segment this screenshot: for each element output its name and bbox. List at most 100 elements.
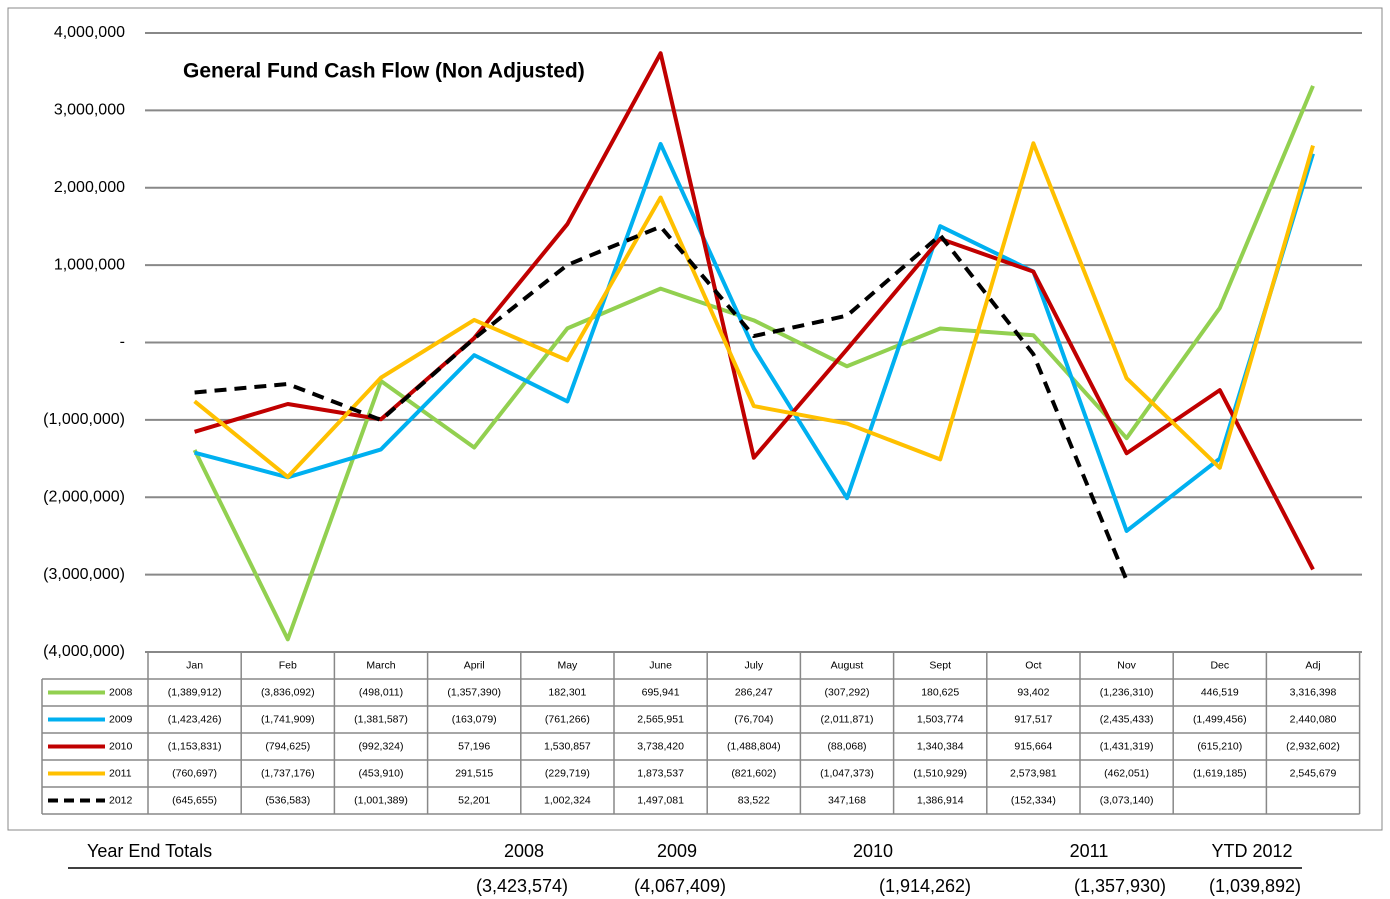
series-line — [194, 51, 1315, 571]
table-value: (152,334) — [1011, 794, 1056, 806]
table-value: (761,266) — [545, 713, 590, 725]
legend-label: 2008 — [109, 686, 133, 698]
x-tick-label: July — [744, 659, 763, 671]
table-value: (229,719) — [545, 767, 590, 779]
table-value: (1,357,390) — [447, 686, 501, 698]
y-tick-label: (2,000,000) — [43, 488, 125, 505]
y-tick-label: (3,000,000) — [43, 566, 125, 583]
y-tick-label: - — [120, 334, 125, 351]
legend-label: 2011 — [109, 767, 132, 779]
table-value: (498,011) — [359, 686, 403, 698]
table-value: 917,517 — [1014, 713, 1052, 725]
x-tick-label: Adj — [1305, 659, 1320, 671]
table-value: (88,068) — [827, 740, 866, 752]
table-value: (163,079) — [452, 713, 497, 725]
table-value: (1,737,176) — [261, 767, 315, 779]
table-value: 1,530,857 — [544, 740, 591, 752]
x-tick-label: Dec — [1210, 659, 1229, 671]
table-value: 1,340,384 — [917, 740, 964, 752]
table-value: (2,932,602) — [1286, 740, 1340, 752]
table-value: 2,565,951 — [637, 713, 684, 725]
table-value: 3,738,420 — [637, 740, 684, 752]
table-value: 291,515 — [455, 767, 493, 779]
table-value: (1,153,831) — [168, 740, 222, 752]
totals-value: (1,039,892) — [1209, 876, 1301, 896]
x-tick-label: April — [464, 659, 485, 671]
table-value: (645,655) — [172, 794, 217, 806]
table-value: (1,619,185) — [1193, 767, 1247, 779]
table-value: (453,910) — [359, 767, 404, 779]
totals-value: (3,423,574) — [476, 876, 568, 896]
table-value: 2,440,080 — [1290, 713, 1337, 725]
table-value: 446,519 — [1201, 686, 1239, 698]
table-value: (992,324) — [359, 740, 404, 752]
totals-value: (4,067,409) — [634, 876, 726, 896]
table-value: (821,602) — [731, 767, 776, 779]
x-tick-label: Feb — [279, 659, 297, 671]
table-value: 180,625 — [921, 686, 959, 698]
table-value: (1,423,426) — [168, 713, 222, 725]
table-value: 1,503,774 — [917, 713, 964, 725]
y-tick-label: (1,000,000) — [43, 411, 125, 428]
table-value: (1,499,456) — [1193, 713, 1247, 725]
series-line — [193, 141, 1315, 479]
table-value: 2,545,679 — [1290, 767, 1337, 779]
table-value: (3,836,092) — [261, 686, 315, 698]
x-tick-label: Nov — [1117, 659, 1136, 671]
table-value: 347,168 — [828, 794, 866, 806]
y-tick-label: (4,000,000) — [43, 643, 125, 660]
totals-column: 2010 — [853, 841, 893, 861]
chart-title: General Fund Cash Flow (Non Adjusted) — [183, 60, 585, 83]
table-value: (1,389,912) — [168, 686, 222, 698]
table-value: (462,051) — [1104, 767, 1149, 779]
table-value: (760,697) — [172, 767, 217, 779]
series-line — [194, 224, 1129, 582]
table-value: 57,196 — [458, 740, 490, 752]
table-value: (1,001,389) — [354, 794, 408, 806]
table-value: (2,435,433) — [1100, 713, 1154, 725]
table-value: 1,386,914 — [917, 794, 964, 806]
series-line — [192, 85, 1315, 642]
table-value: 1,497,081 — [637, 794, 684, 806]
table-value: (1,047,373) — [820, 767, 874, 779]
y-tick-label: 1,000,000 — [54, 256, 125, 273]
table-value: 182,301 — [548, 686, 586, 698]
x-tick-label: Sept — [929, 659, 951, 671]
table-value: 83,522 — [738, 794, 770, 806]
totals-column: 2009 — [657, 841, 697, 861]
table-value: 695,941 — [642, 686, 680, 698]
table-value: (76,704) — [734, 713, 773, 725]
table-value: (1,488,804) — [727, 740, 781, 752]
y-tick-label: 4,000,000 — [54, 24, 125, 41]
totals-column: 2008 — [504, 841, 544, 861]
table-value: 93,402 — [1017, 686, 1049, 698]
x-tick-label: August — [831, 659, 864, 671]
legend-label: 2012 — [109, 794, 133, 806]
legend-label: 2009 — [109, 713, 133, 725]
table-value: 1,002,324 — [544, 794, 591, 806]
legend-label: 2010 — [109, 740, 133, 752]
x-tick-label: June — [649, 659, 672, 671]
table-value: 52,201 — [458, 794, 490, 806]
totals-column: YTD 2012 — [1211, 841, 1292, 861]
table-value: (307,292) — [825, 686, 870, 698]
table-value: (1,510,929) — [913, 767, 967, 779]
x-tick-label: March — [366, 659, 395, 671]
totals-title: Year End Totals — [87, 841, 212, 861]
table-value: 286,247 — [735, 686, 773, 698]
x-tick-label: May — [557, 659, 578, 671]
table-value: (1,381,587) — [354, 713, 408, 725]
table-value: (2,011,871) — [821, 713, 874, 725]
table-value: 2,573,981 — [1010, 767, 1057, 779]
x-tick-label: Oct — [1025, 659, 1041, 671]
totals-value: (1,357,930) — [1074, 876, 1166, 896]
table-value: (3,073,140) — [1100, 794, 1154, 806]
table-value: (1,431,319) — [1100, 740, 1154, 752]
y-tick-label: 2,000,000 — [54, 179, 125, 196]
table-value: (1,236,310) — [1100, 686, 1154, 698]
x-tick-label: Jan — [186, 659, 203, 671]
table-value: (794,625) — [265, 740, 310, 752]
table-value: 1,873,537 — [637, 767, 684, 779]
totals-column: 2011 — [1070, 841, 1109, 861]
